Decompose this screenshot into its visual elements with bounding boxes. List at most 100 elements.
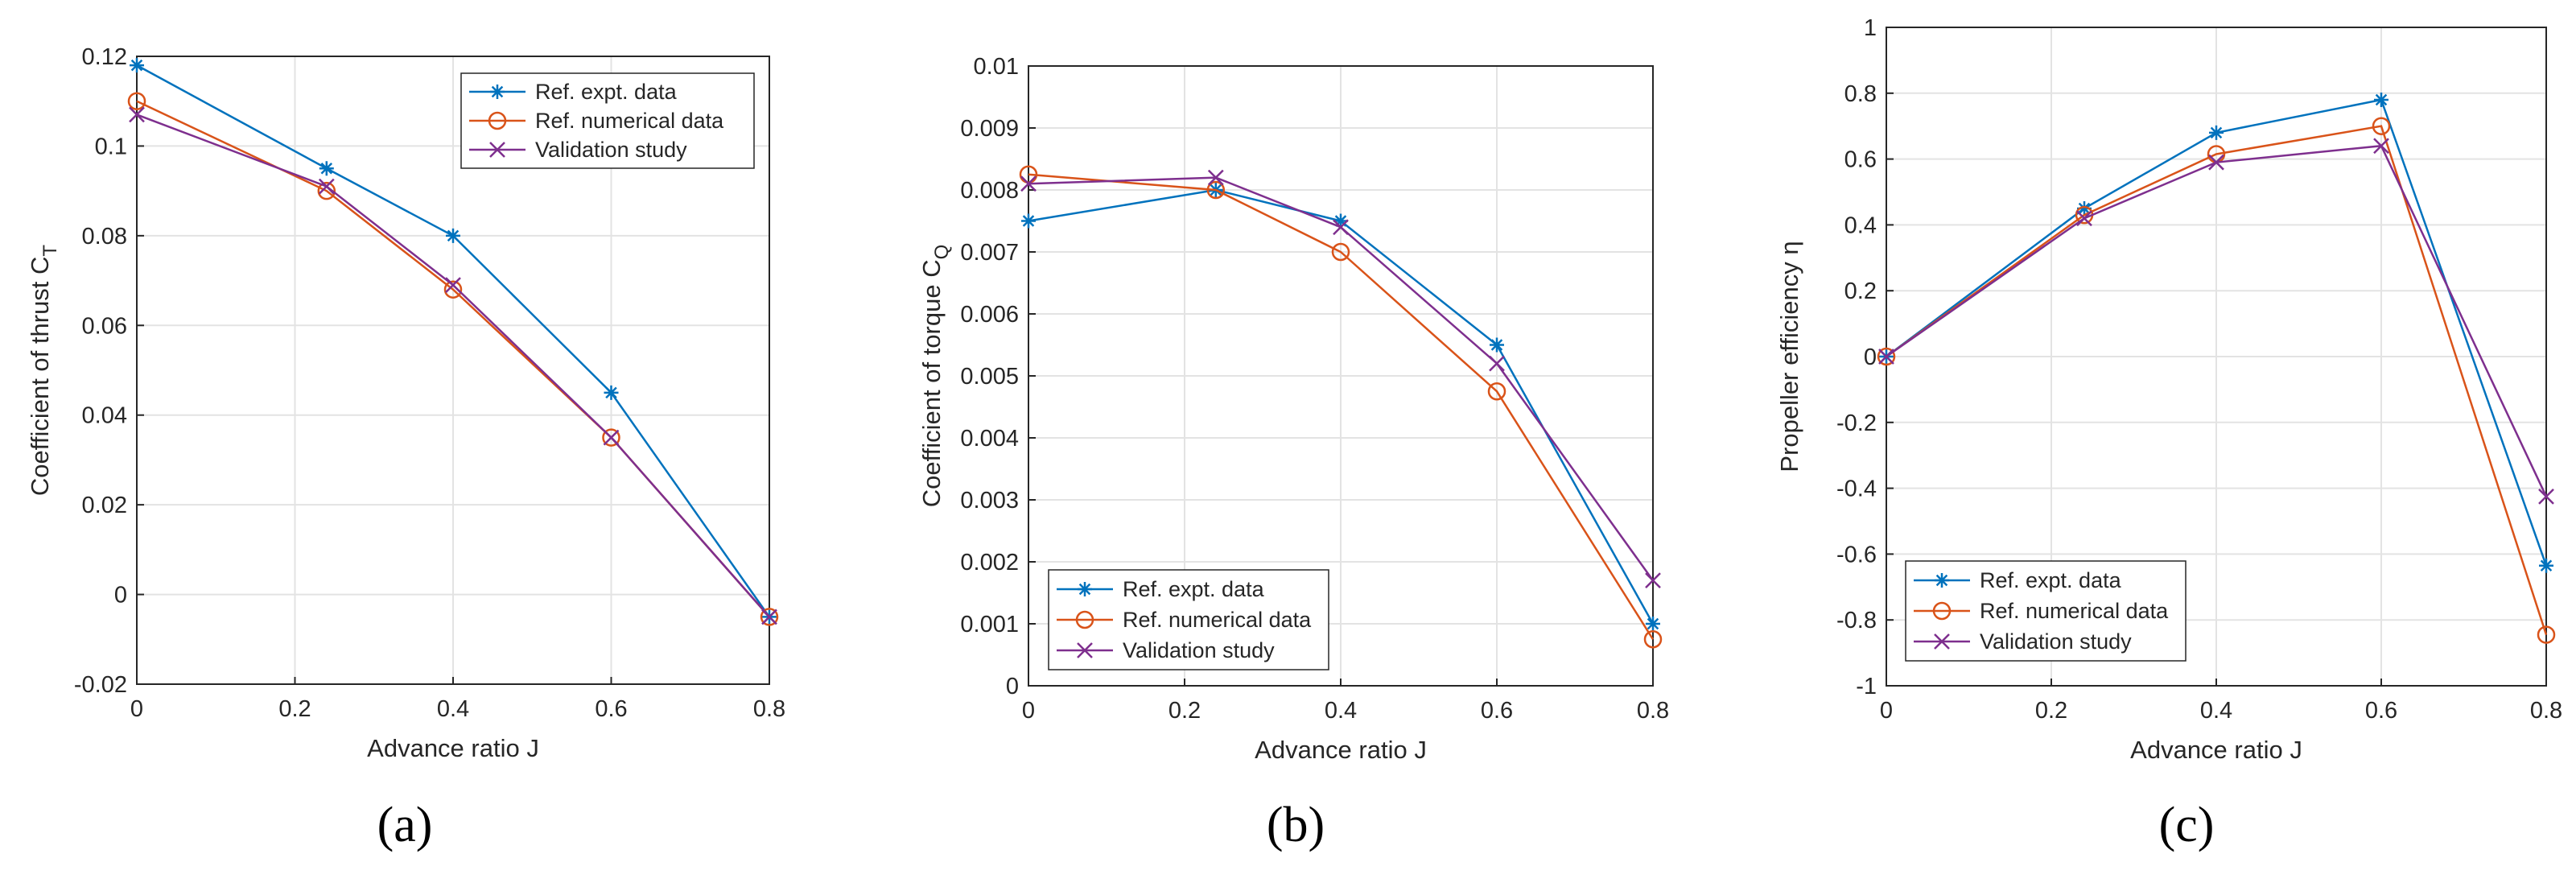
- data-point: [1489, 355, 1505, 372]
- data-point: [2372, 117, 2391, 135]
- subplot-a: 0 0.2 0.4 0.6 0.8-0.0200.020.040.060.080.10.…: [26, 44, 785, 852]
- x-tick-label: 0.4: [2200, 698, 2232, 724]
- data-point: [2209, 125, 2224, 140]
- subfigure-label: (c): [2159, 798, 2215, 852]
- x-tick-label: 0.2: [278, 696, 311, 722]
- y-axis-label-subscript: T: [39, 245, 61, 257]
- x-axis-label: Advance ratio J: [367, 734, 539, 762]
- y-tick-label: 0.4: [1844, 212, 1877, 238]
- legend-marker: [1932, 601, 1952, 621]
- data-point: [318, 178, 335, 195]
- y-tick-label: -0.6: [1836, 542, 1877, 567]
- subplot-b: 0 0.2 0.4 0.6 0.8 0 0.001 0.002 0.003 0.004 0.005 0…: [917, 54, 1669, 852]
- y-axis-label-subscript: Q: [931, 245, 953, 260]
- x-tick-label: 0.4: [437, 696, 469, 722]
- data-point: [1490, 337, 1504, 353]
- data-point: [1878, 349, 1894, 365]
- y-tick-label: 0: [1864, 344, 1877, 370]
- data-point: [2076, 210, 2092, 227]
- data-point: [602, 428, 620, 447]
- legend-marker: [1075, 610, 1094, 629]
- x-tick-label: 0.8: [753, 696, 785, 722]
- y-tick-label: 0.12: [82, 44, 127, 70]
- x-tick-label: 0.4: [1325, 698, 1357, 724]
- data-point: [604, 385, 619, 400]
- legend-entry: Validation study: [1980, 629, 2132, 654]
- x-tick-label: 0.8: [2530, 698, 2562, 724]
- data-point: [1207, 169, 1224, 186]
- series-line: [1028, 173, 1655, 640]
- legend-entry: Ref. numerical data: [535, 109, 724, 133]
- subfigure-label: (b): [1267, 798, 1325, 852]
- y-tick-label: 0.08: [82, 224, 127, 250]
- y-tick-label: 0.6: [1844, 147, 1877, 173]
- y-tick-label: 0.003: [960, 488, 1019, 514]
- data-point: [319, 161, 334, 176]
- legend: Ref. expt. data Ref. numerical data Valida…: [1905, 560, 2187, 662]
- y-tick-label: 1: [1864, 15, 1877, 41]
- data-point: [130, 58, 144, 73]
- legend-entry: Ref. expt. data: [535, 80, 678, 104]
- x-tick-label: 0.6: [595, 696, 627, 722]
- y-tick-label: 0.004: [960, 426, 1019, 452]
- data-point: [2208, 154, 2224, 171]
- x-tick-label: 0.2: [1168, 698, 1201, 724]
- data-point: [445, 277, 461, 294]
- y-tick-label: 0.005: [960, 364, 1019, 390]
- y-tick-label: 0.009: [960, 116, 1019, 142]
- data-point: [2373, 138, 2389, 155]
- y-tick-label: -0.4: [1836, 477, 1877, 502]
- data-point: [129, 106, 145, 123]
- x-tick-label: 0.8: [1637, 698, 1669, 724]
- y-axis-label-main: Propeller efficiency η: [1775, 241, 1803, 472]
- subfigure-label: (a): [377, 798, 433, 852]
- series-line: [1886, 125, 2548, 635]
- y-tick-label: -1: [1856, 674, 1877, 699]
- legend-entry: Validation study: [535, 138, 687, 162]
- data-point: [1877, 347, 1896, 366]
- x-axis-label: Advance ratio J: [1255, 736, 1427, 764]
- y-tick-label: 0.1: [95, 134, 127, 159]
- data-point: [1333, 213, 1348, 229]
- data-point: [443, 280, 463, 299]
- data-point: [760, 608, 779, 626]
- legend-marker: [1934, 633, 1950, 650]
- data-point: [1487, 382, 1506, 401]
- y-tick-label: 0.002: [960, 550, 1019, 576]
- data-point: [1643, 630, 1663, 649]
- data-point: [1645, 572, 1661, 588]
- legend: Ref. expt. data Ref. numerical data Valida…: [460, 72, 755, 169]
- data-point: [603, 429, 620, 446]
- data-point: [761, 609, 777, 625]
- subplot-c: 0 0.2 0.4 0.6 0.8 -1 -0.8 -0.6 -0.4 -0.2 0 0.2 0.4 0.…: [1775, 15, 2562, 852]
- x-axis-label: Advance ratio J: [2130, 736, 2302, 764]
- data-point: [2077, 200, 2092, 216]
- data-point: [317, 181, 336, 200]
- y-tick-label: 0: [1006, 674, 1019, 699]
- y-tick-label: 0.8: [1844, 81, 1877, 107]
- x-tick-label: 0: [130, 696, 143, 722]
- legend-marker: [488, 111, 507, 130]
- y-axis-label: Propeller efficiency η: [1775, 241, 1803, 472]
- data-point: [1021, 213, 1036, 229]
- legend-marker: [490, 85, 505, 99]
- y-axis-label: Coefficient of torque CQ: [917, 245, 953, 508]
- y-tick-label: 0: [114, 583, 127, 609]
- x-tick-label: 0.6: [2365, 698, 2397, 724]
- legend-marker: [1077, 642, 1093, 658]
- y-tick-label: 0.2: [1844, 278, 1877, 304]
- y-tick-label: 0.008: [960, 178, 1019, 204]
- data-point: [2539, 558, 2553, 573]
- data-point: [1206, 180, 1226, 200]
- y-axis-label: Coefficient of thrust CT: [26, 245, 61, 497]
- legend-marker: [1935, 573, 1949, 588]
- y-tick-label: 0.04: [82, 403, 127, 429]
- y-tick-label: 0.01: [974, 54, 1019, 80]
- legend: Ref. expt. data Ref. numerical data Valida…: [1048, 569, 1329, 670]
- data-point: [1020, 175, 1037, 192]
- data-point: [1331, 242, 1350, 262]
- legend-entry: Ref. numerical data: [1123, 608, 1312, 632]
- legend-entry: Ref. expt. data: [1123, 577, 1265, 601]
- legend-marker: [1078, 582, 1092, 596]
